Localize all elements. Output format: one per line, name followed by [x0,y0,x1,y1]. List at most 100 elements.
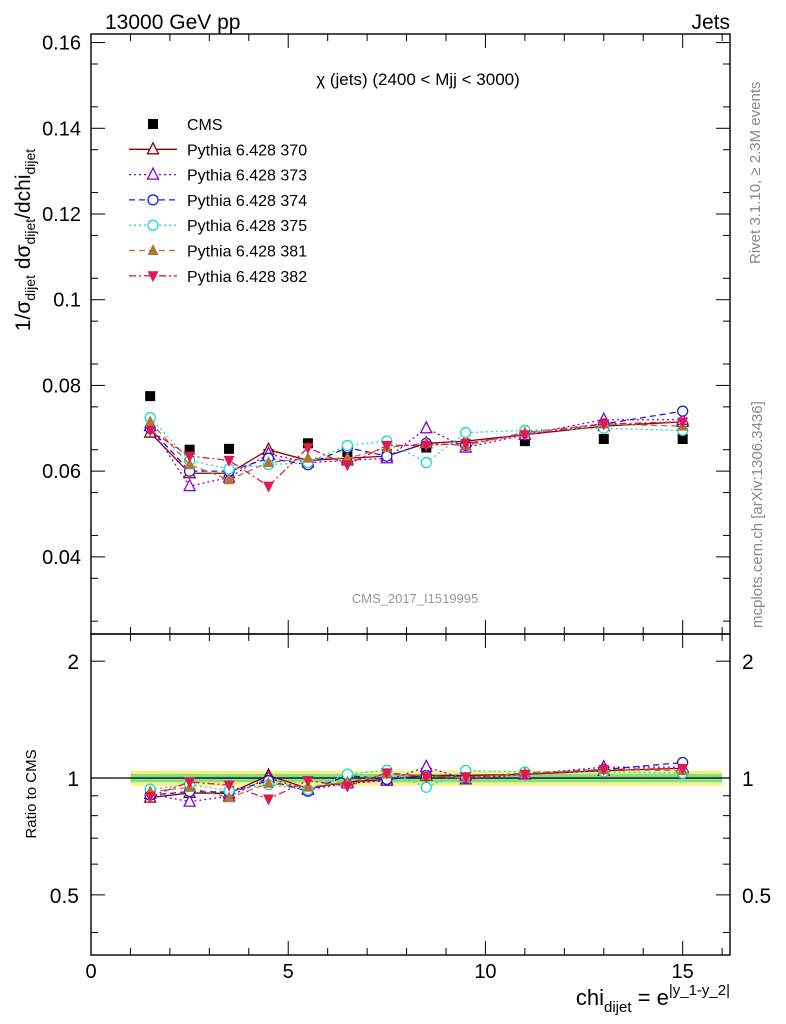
series-line-main [149,410,683,472]
legend-label: Pythia 6.428 381 [187,244,307,261]
y-tick-label-ratio-right: 0.5 [742,885,771,908]
legend-marker [147,219,159,231]
series-line-ratio [150,769,683,792]
series-marker-main [460,438,472,450]
axis-ticks: 0 5 10 15 0.04 0.06 0.08 0.1 0.12 0.14 0.16 0.5 0.5 1… [42,33,771,983]
series-line-main [149,421,683,487]
series-marker-main [519,430,531,442]
series-marker-ratio [381,768,393,780]
legend-label: Pythia 6.428 375 [187,218,307,235]
series-marker-main [223,455,235,467]
x-axis-label: chidijet = e|y_1-y_2| [576,982,730,1016]
legend-label: Pythia 6.428 370 [187,142,307,159]
series-marker-main [381,440,393,452]
category-label: Jets [691,11,730,34]
series-marker-main [183,478,197,492]
series-marker-ratio [144,791,156,803]
legend-label: Pythia 6.428 382 [187,269,307,286]
series-marker-main [677,405,689,417]
legend-entry: Pythia 6.428 381 [129,244,307,261]
y-tick-label-ratio: 1 [67,768,79,791]
series-line-main [149,419,683,487]
ratio-plot-frame [90,633,731,956]
y-tick-label-main: 0.08 [42,375,81,397]
y-tick-label-main: 0.12 [42,204,81,226]
series-line-ratio [150,767,683,799]
legend-label: Pythia 6.428 374 [187,193,307,210]
series-cms [145,391,688,779]
series-marker-ratio [420,772,432,784]
legend-marker [147,271,159,283]
series-marker-main [144,425,156,437]
legend-entry: Pythia 6.428 375 [129,218,307,235]
y-tick-label-ratio-right: 1 [742,768,754,791]
legend-marker [146,141,160,155]
series-line-main [149,417,683,470]
legend-label: CMS [187,117,223,134]
series-marker-ratio [302,776,314,788]
series-marker-main [184,458,196,470]
series-marker-main [263,481,274,493]
y-tick-label-ratio-right: 2 [742,651,754,674]
legend-marker [148,119,158,129]
series-marker-main [144,415,156,427]
y-tick-label-main: 0.04 [42,547,81,569]
y-tick-label-main: 0.16 [42,33,81,55]
y-tick-label-ratio: 0.5 [50,885,79,908]
y-axis-label-ratio: Ratio to CMS [23,749,40,838]
series-marker-ratio [263,776,274,788]
series-marker-main [420,456,432,469]
x-tick-label: 15 [672,961,694,983]
cms-data-point [677,434,688,444]
series-line-ratio [149,767,683,800]
series-marker-ratio [341,781,353,793]
cms-data-point [224,443,235,454]
series-marker-ratio [263,794,274,806]
legend-entry: Pythia 6.428 370 [129,141,307,159]
series-marker-main [420,440,432,452]
x-tick-label: 5 [283,961,294,983]
series-line-main [149,421,683,481]
y-tick-label-main: 0.06 [42,461,81,483]
series-marker-ratio [420,781,432,793]
series-marker-main [341,439,354,452]
series-marker-main [419,420,433,434]
legend: CMS Pythia 6.428 370 Pythia 6.428 373 Pythi… [129,117,307,286]
y-tick-label-main: 0.1 [53,290,81,312]
series-marker-ratio [184,777,196,789]
x-tick-label: 0 [85,961,96,983]
cms-data-point [598,434,609,444]
legend-marker [147,194,159,206]
series-marker-ratio [223,791,235,803]
legend-entry: Pythia 6.428 374 [129,193,307,210]
series-marker-ratio [598,765,610,777]
series-marker-main [598,419,610,431]
series-marker-ratio [183,793,197,807]
series-marker-ratio [677,763,689,775]
y-tick-label-main: 0.14 [42,118,81,140]
legend-entry: CMS [148,117,223,134]
rivet-version-label: Rivet 3.1.10, ≥ 2.3M events [747,82,764,265]
series-marker-main [341,460,353,472]
legend-entry: Pythia 6.428 373 [129,166,307,185]
series-line-ratio [150,768,683,799]
y-axis-label-main: 1/σdijet dσdijet/dchidijet [12,149,38,331]
mcplots-label: mcplots.cern.ch [arXiv:1306.3436] [749,401,766,628]
series-marker-ratio [519,769,531,781]
series-marker-ratio [460,772,472,784]
series-marker-ratio [223,780,235,792]
series-layer [143,391,690,807]
energy-label: 13000 GeV pp [105,11,240,34]
y-tick-label-ratio: 2 [67,651,79,674]
legend-entry: Pythia 6.428 382 [129,269,307,286]
cms-data-point [184,444,195,455]
series-marker-main [302,451,314,463]
legend-marker [147,244,159,255]
series-marker-main [341,451,353,463]
cms-data-point [145,391,156,402]
series-marker-main [677,417,689,429]
series-marker-main [223,473,235,485]
x-tick-label: 10 [474,961,496,983]
series-marker-main [381,450,393,462]
